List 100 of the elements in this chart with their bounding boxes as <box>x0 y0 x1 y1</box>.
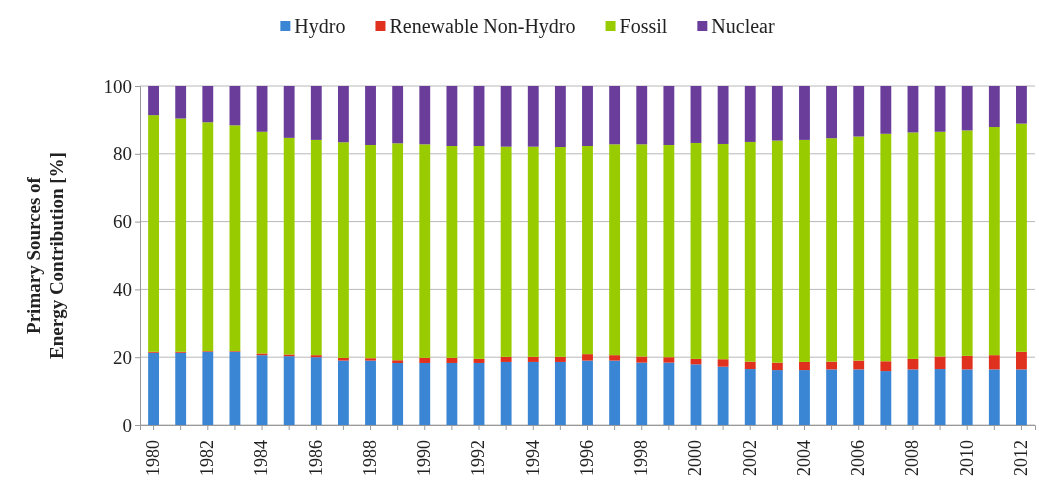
bar <box>419 362 431 425</box>
y-tick-label: 100 <box>103 75 132 97</box>
bar <box>419 357 431 363</box>
x-tick-label: 1994 <box>522 440 543 476</box>
bar <box>148 86 159 116</box>
bar <box>609 86 621 145</box>
legend-label: Nuclear <box>711 15 775 37</box>
x-tick-label: 1986 <box>305 440 326 476</box>
bar <box>527 361 539 425</box>
bar <box>907 132 919 359</box>
bar <box>1016 369 1027 425</box>
x-tick-label: 2006 <box>848 440 869 476</box>
y-tick-label: 0 <box>122 414 132 436</box>
bar <box>880 86 892 134</box>
legend-label: Hydro <box>294 15 346 38</box>
bar <box>663 86 675 145</box>
x-tick-label: 2008 <box>902 440 923 476</box>
x-tick-label: 2010 <box>956 440 977 476</box>
bar <box>934 131 946 357</box>
bar <box>310 139 322 356</box>
bar <box>527 86 539 147</box>
bar <box>310 355 322 358</box>
bar <box>934 86 946 132</box>
y-tick-label: 20 <box>113 346 132 368</box>
bar <box>717 359 729 367</box>
bar <box>826 369 838 425</box>
y-axis-title: Primary Sources of Energy Contribution [%] <box>23 152 67 359</box>
bar <box>988 369 1000 425</box>
bar <box>337 86 349 143</box>
x-tick-label: 2004 <box>793 440 814 476</box>
bar <box>337 360 349 425</box>
bar <box>907 369 919 425</box>
bar <box>961 369 973 425</box>
bar <box>690 364 702 425</box>
bar <box>934 356 946 370</box>
bar <box>500 86 512 147</box>
bar <box>717 143 729 360</box>
bar <box>880 371 892 425</box>
bar <box>175 352 187 425</box>
bar <box>663 362 675 425</box>
bar <box>663 357 675 363</box>
bar <box>148 352 159 425</box>
bar <box>582 360 593 425</box>
bar <box>527 356 539 362</box>
bar <box>609 360 621 425</box>
bar <box>175 118 187 352</box>
bar <box>365 144 376 359</box>
bar <box>636 144 648 357</box>
legend-label: Renewable Non-Hydro <box>389 15 576 38</box>
bar <box>1016 351 1027 370</box>
bar <box>392 362 404 425</box>
bar <box>609 355 621 361</box>
bar <box>636 356 648 363</box>
bar <box>663 144 675 358</box>
bar <box>961 355 973 370</box>
x-tick-label: 2000 <box>685 440 706 476</box>
bar <box>229 351 241 425</box>
bar <box>988 86 1000 128</box>
bar <box>419 144 431 358</box>
bar <box>826 361 838 370</box>
x-tick-label: 1984 <box>251 440 272 476</box>
bar <box>365 360 376 425</box>
bar <box>582 146 593 355</box>
bar <box>717 86 729 144</box>
x-tick-label: 1988 <box>359 440 380 476</box>
bar <box>744 86 756 142</box>
y-tick-label: 60 <box>113 211 132 233</box>
bar <box>554 86 566 148</box>
bar <box>961 130 973 356</box>
bar <box>554 147 566 357</box>
bar <box>853 360 865 370</box>
bar <box>771 370 783 425</box>
bar <box>202 351 214 425</box>
bar <box>473 362 485 425</box>
bar <box>500 356 512 362</box>
bar <box>392 360 404 363</box>
bar <box>229 125 241 352</box>
bar <box>799 370 810 425</box>
bar <box>988 355 1000 370</box>
bar <box>554 356 566 362</box>
bar <box>609 144 621 356</box>
bar <box>826 138 838 362</box>
bar <box>392 143 404 361</box>
bar <box>934 369 946 425</box>
bar <box>1016 123 1027 352</box>
bar <box>554 361 566 425</box>
bar <box>771 86 783 141</box>
bar <box>690 86 702 143</box>
x-tick-label: 1998 <box>631 440 652 476</box>
legend-label: Fossil <box>619 15 668 37</box>
bar <box>473 358 485 363</box>
bar <box>636 86 648 145</box>
x-tick-label: 1992 <box>468 440 489 476</box>
bar <box>473 86 485 146</box>
y-tick-label: 80 <box>113 143 132 165</box>
bar <box>283 356 295 425</box>
x-tick-label: 1982 <box>197 440 218 476</box>
x-tick-label: 2002 <box>739 440 760 476</box>
bar <box>500 146 512 357</box>
bar <box>853 136 865 361</box>
